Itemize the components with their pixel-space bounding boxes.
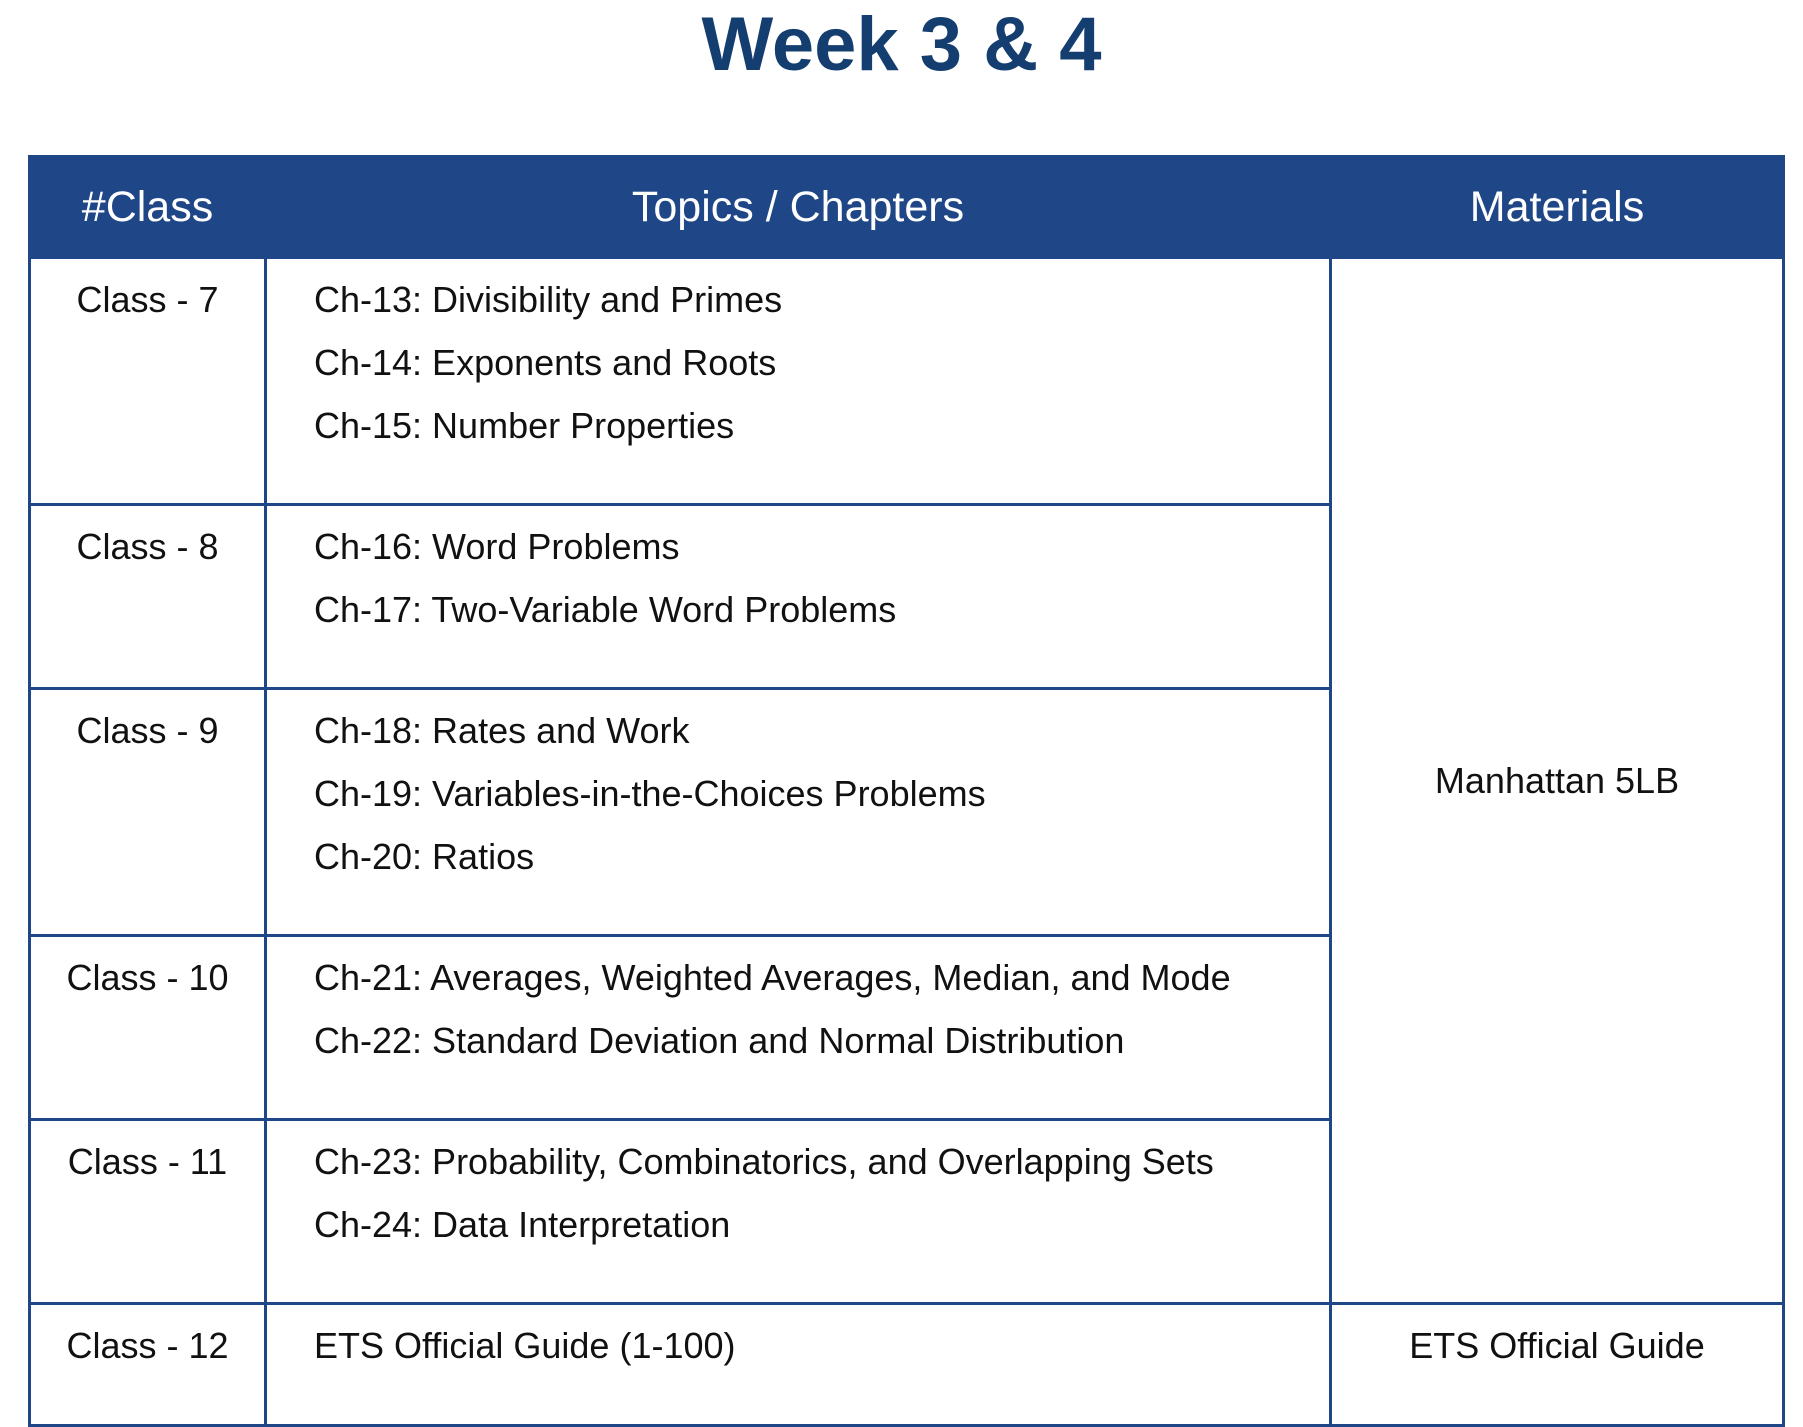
topics-cell: Ch-13: Divisibility and Primes Ch-14: Ex… [264,256,1332,506]
topic-item: Ch-15: Number Properties [314,405,735,446]
topic-item: Ch-14: Exponents and Roots [314,342,777,383]
materials-cell: ETS Official Guide [1329,1302,1785,1427]
table-row: Class - 11 Ch-23: Probability, Combinato… [28,1118,1784,1305]
topic-item: Ch-20: Ratios [314,836,535,877]
class-cell: Class - 9 [28,687,267,937]
topics-cell: Ch-18: Rates and Work Ch-19: Variables-i… [264,687,1332,937]
topics-cell: Ch-21: Averages, Weighted Averages, Medi… [264,934,1332,1121]
topic-item: ETS Official Guide (1-100) [314,1325,736,1366]
topics-cell: Ch-23: Probability, Combinatorics, and O… [264,1118,1332,1305]
topic-item: Ch-22: Standard Deviation and Normal Dis… [314,1020,1125,1061]
schedule-table: #Class Topics / Chapters Materials Class… [28,155,1785,1427]
table-row: Class - 10 Ch-21: Averages, Weighted Ave… [28,934,1784,1121]
topic-item: Ch-19: Variables-in-the-Choices Problems [314,773,986,814]
class-cell: Class - 10 [28,934,267,1121]
topic-item: Ch-13: Divisibility and Primes [314,279,783,320]
table-row: Class - 8 Ch-16: Word Problems Ch-17: Tw… [28,503,1784,690]
materials-cell: Manhattan 5LB [1329,256,1785,1305]
table-row: Class - 9 Ch-18: Rates and Work Ch-19: V… [28,687,1784,937]
header-materials: Materials [1329,155,1785,259]
topic-item: Ch-18: Rates and Work [314,710,690,751]
topic-item: Ch-21: Averages, Weighted Averages, Medi… [314,957,1231,998]
class-cell: Class - 11 [28,1118,267,1305]
class-cell: Class - 7 [28,256,267,506]
topic-item: Ch-16: Word Problems [314,526,680,567]
header-class: #Class [28,155,267,259]
page-title: Week 3 & 4 [701,2,1102,87]
class-cell: Class - 12 [28,1302,267,1427]
topic-item: Ch-17: Two-Variable Word Problems [314,589,897,630]
table-row: Class - 12 ETS Official Guide (1-100) ET… [28,1302,1785,1427]
table-header-row: #Class Topics / Chapters Materials [28,155,1785,259]
class-cell: Class - 8 [28,503,267,690]
table-row: Class - 7 Ch-13: Divisibility and Primes… [28,256,1785,1305]
header-topics: Topics / Chapters [264,155,1332,259]
topic-item: Ch-24: Data Interpretation [314,1204,731,1245]
topics-cell: ETS Official Guide (1-100) [264,1302,1332,1427]
topics-cell: Ch-16: Word Problems Ch-17: Two-Variable… [264,503,1332,690]
topic-item: Ch-23: Probability, Combinatorics, and O… [314,1141,1214,1182]
